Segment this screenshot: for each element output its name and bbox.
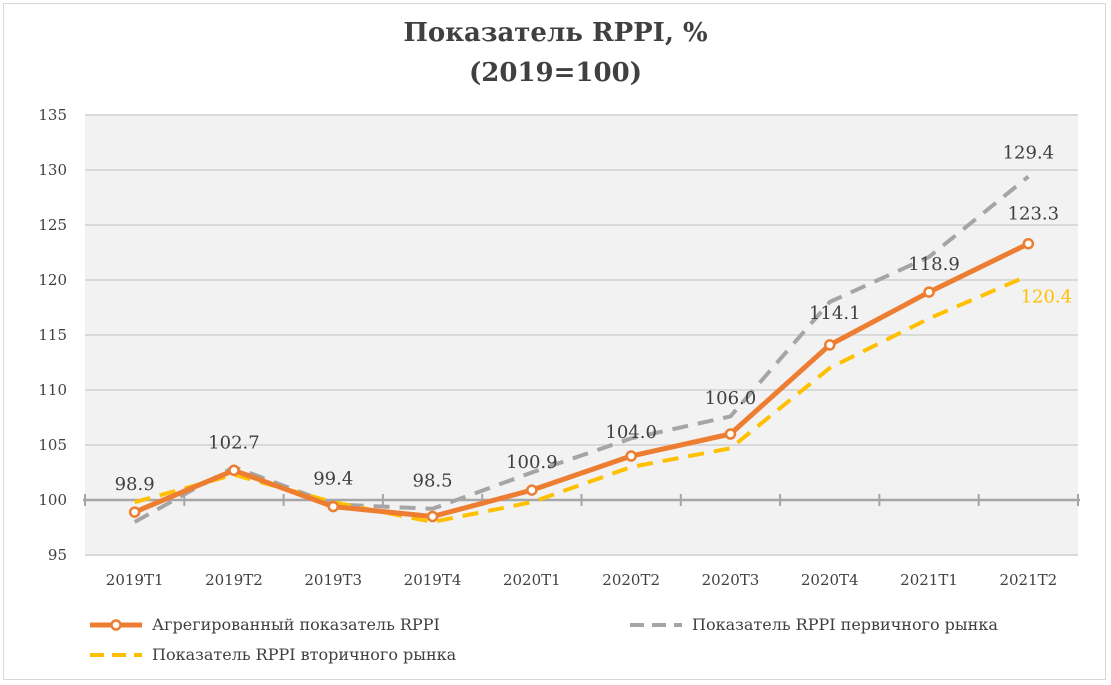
x-tick-label: 2021T2 [999, 571, 1057, 589]
y-tick-label: 115 [38, 326, 67, 344]
y-tick-label: 105 [38, 436, 67, 454]
data-point [923, 286, 935, 298]
data-label: 100.9 [506, 452, 558, 473]
data-label: 98.9 [115, 474, 155, 495]
legend-item-primary: Показатель RPPI первичного рынка [628, 615, 998, 634]
legend-marker-yellow [90, 652, 142, 657]
data-point [327, 500, 339, 513]
data-point [426, 510, 439, 523]
data-label: 123.3 [1008, 204, 1060, 225]
data-point [1022, 237, 1035, 250]
x-tick-label: 2020T3 [702, 571, 760, 589]
y-tick-label: 135 [38, 106, 67, 124]
series-line-0 [133, 241, 1030, 519]
legend-marker-gray [630, 622, 682, 627]
chart-frame [3, 3, 1106, 680]
data-point [625, 450, 637, 462]
x-tick-label: 2019T1 [106, 571, 164, 589]
legend-label: Показатель RPPI вторичного рынка [152, 645, 457, 664]
chart-subtitle: (2019=100) [468, 58, 643, 88]
data-label: 104.0 [605, 422, 657, 443]
data-label: 98.5 [413, 471, 453, 492]
y-tick-label: 130 [38, 161, 67, 179]
legend-item-secondary: Показатель RPPI вторичного рынка [88, 645, 456, 664]
x-tick-label: 2019T2 [205, 571, 263, 589]
legend-label: Агрегированный показатель RPPI [152, 615, 440, 634]
data-point [228, 464, 240, 477]
data-label: 114.1 [809, 303, 861, 324]
data-label: 99.4 [313, 469, 353, 490]
legend-marker-orange [90, 618, 142, 631]
y-tick-label: 95 [48, 546, 67, 564]
data-point [824, 339, 836, 351]
chart-title: Показатель RPPI, % [403, 18, 708, 48]
x-tick-label: 2020T4 [801, 571, 859, 589]
legend-item-aggregated: Агрегированный показатель RPPI [88, 615, 440, 634]
x-tick-label: 2021T1 [900, 571, 958, 589]
data-label: 106.0 [705, 388, 757, 409]
data-point [526, 484, 538, 496]
x-tick-label: 2019T4 [404, 571, 462, 589]
y-tick-label: 100 [38, 491, 67, 509]
x-tick-label: 2020T2 [602, 571, 660, 589]
data-label-secondary: 120.4 [1021, 287, 1073, 308]
y-tick-label: 110 [38, 381, 67, 399]
y-tick-label: 125 [38, 216, 67, 234]
x-tick-label: 2020T1 [503, 571, 561, 589]
series-line-1 [133, 175, 1030, 524]
data-point [128, 506, 141, 518]
data-point [724, 428, 737, 440]
data-label-primary: 129.4 [1003, 143, 1055, 164]
data-label: 102.7 [208, 432, 260, 453]
legend-label: Показатель RPPI первичного рынка [692, 615, 998, 634]
x-tick-label: 2019T3 [304, 571, 362, 589]
y-tick-label: 120 [38, 271, 67, 289]
data-label: 118.9 [908, 254, 960, 275]
